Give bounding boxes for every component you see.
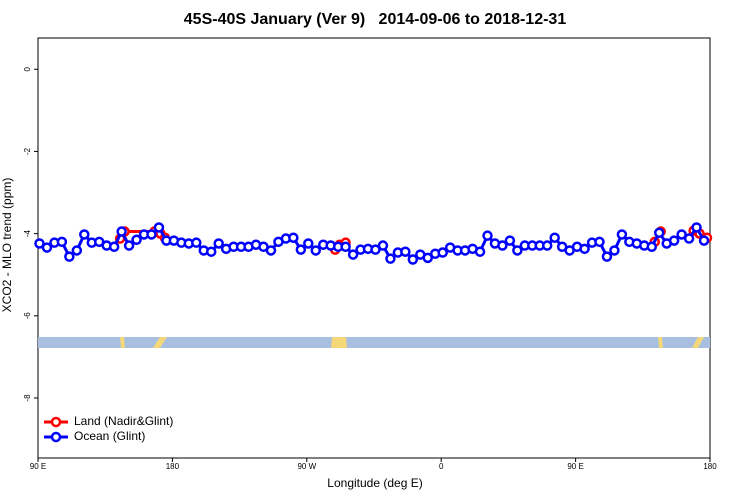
x-axis-label: Longitude (deg E) xyxy=(327,476,422,490)
data-point xyxy=(108,241,120,253)
data-point xyxy=(79,229,90,240)
legend-label: Land (Nadir&Glint) xyxy=(74,414,173,428)
data-point xyxy=(131,234,142,246)
legend-label: Ocean (Glint) xyxy=(74,429,145,443)
y-axis-label: XCO2 - MLO trend (ppm) xyxy=(0,178,14,313)
data-point xyxy=(668,235,680,246)
data-point xyxy=(594,236,605,248)
data-point xyxy=(64,251,75,262)
x-tick-label: 0 xyxy=(439,462,444,471)
data-point xyxy=(340,241,351,253)
data-point xyxy=(482,230,493,241)
data-point xyxy=(116,226,127,237)
data-point xyxy=(541,240,553,251)
legend-marker xyxy=(50,431,62,443)
data-point xyxy=(347,249,359,260)
data-point xyxy=(609,245,620,256)
y-tick-label: -4 xyxy=(23,230,32,238)
data-point xyxy=(646,241,658,253)
data-point xyxy=(400,246,411,257)
data-point xyxy=(616,229,628,240)
x-tick-label: 90 E xyxy=(30,462,46,471)
data-point xyxy=(437,247,448,258)
data-point xyxy=(288,232,299,243)
x-tick-label: 90 W xyxy=(297,462,316,471)
data-point xyxy=(653,227,665,239)
data-point xyxy=(698,235,710,246)
data-point xyxy=(676,229,687,240)
data-point xyxy=(549,232,560,243)
data-point xyxy=(579,243,590,255)
x-tick-label: 180 xyxy=(166,462,180,471)
y-tick-label: -8 xyxy=(23,394,32,402)
data-point xyxy=(41,242,53,253)
data-point xyxy=(310,245,322,256)
y-tick-label: 0 xyxy=(23,66,32,71)
data-point xyxy=(146,229,157,240)
data-point xyxy=(377,240,389,251)
data-point xyxy=(295,244,307,255)
y-tick-label: -2 xyxy=(23,147,32,155)
data-point xyxy=(504,235,516,246)
data-point xyxy=(407,254,419,265)
data-point xyxy=(683,233,695,244)
surface-mask xyxy=(38,337,710,348)
data-point xyxy=(56,236,68,248)
data-point xyxy=(385,253,396,264)
data-point xyxy=(191,237,202,248)
data-point xyxy=(71,245,83,256)
ocean-strip xyxy=(38,337,710,348)
data-point xyxy=(474,246,486,257)
data-point xyxy=(303,238,314,249)
data-point xyxy=(205,246,217,257)
x-tick-label: 90 E xyxy=(567,462,583,471)
data-point xyxy=(153,222,165,233)
data-point xyxy=(213,238,224,249)
y-tick-label: -6 xyxy=(23,312,32,320)
data-point xyxy=(265,245,277,256)
data-point xyxy=(691,222,702,233)
data-point xyxy=(497,240,508,251)
x-tick-label: 180 xyxy=(703,462,717,471)
data-point xyxy=(512,245,523,256)
chart-title: 45S-40S January (Ver 9) 2014-09-06 to 20… xyxy=(184,11,567,28)
data-point xyxy=(601,251,613,262)
data-point xyxy=(123,240,135,251)
legend-marker xyxy=(50,416,62,428)
data-point xyxy=(422,252,434,264)
data-point xyxy=(370,244,381,255)
data-point xyxy=(34,238,45,249)
